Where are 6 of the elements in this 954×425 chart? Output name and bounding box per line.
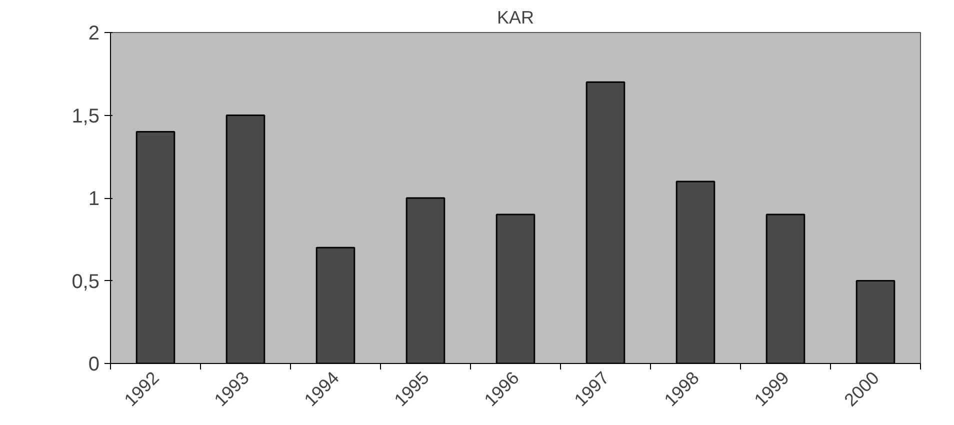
- y-tick-label: 2: [88, 22, 100, 44]
- chart-title: KAR: [496, 8, 534, 28]
- y-tick-label: 0: [88, 354, 100, 376]
- y-tick-label: 1: [88, 188, 100, 210]
- y-tick-label: 1,5: [72, 105, 100, 128]
- y-tick-label: 0,5: [72, 270, 100, 293]
